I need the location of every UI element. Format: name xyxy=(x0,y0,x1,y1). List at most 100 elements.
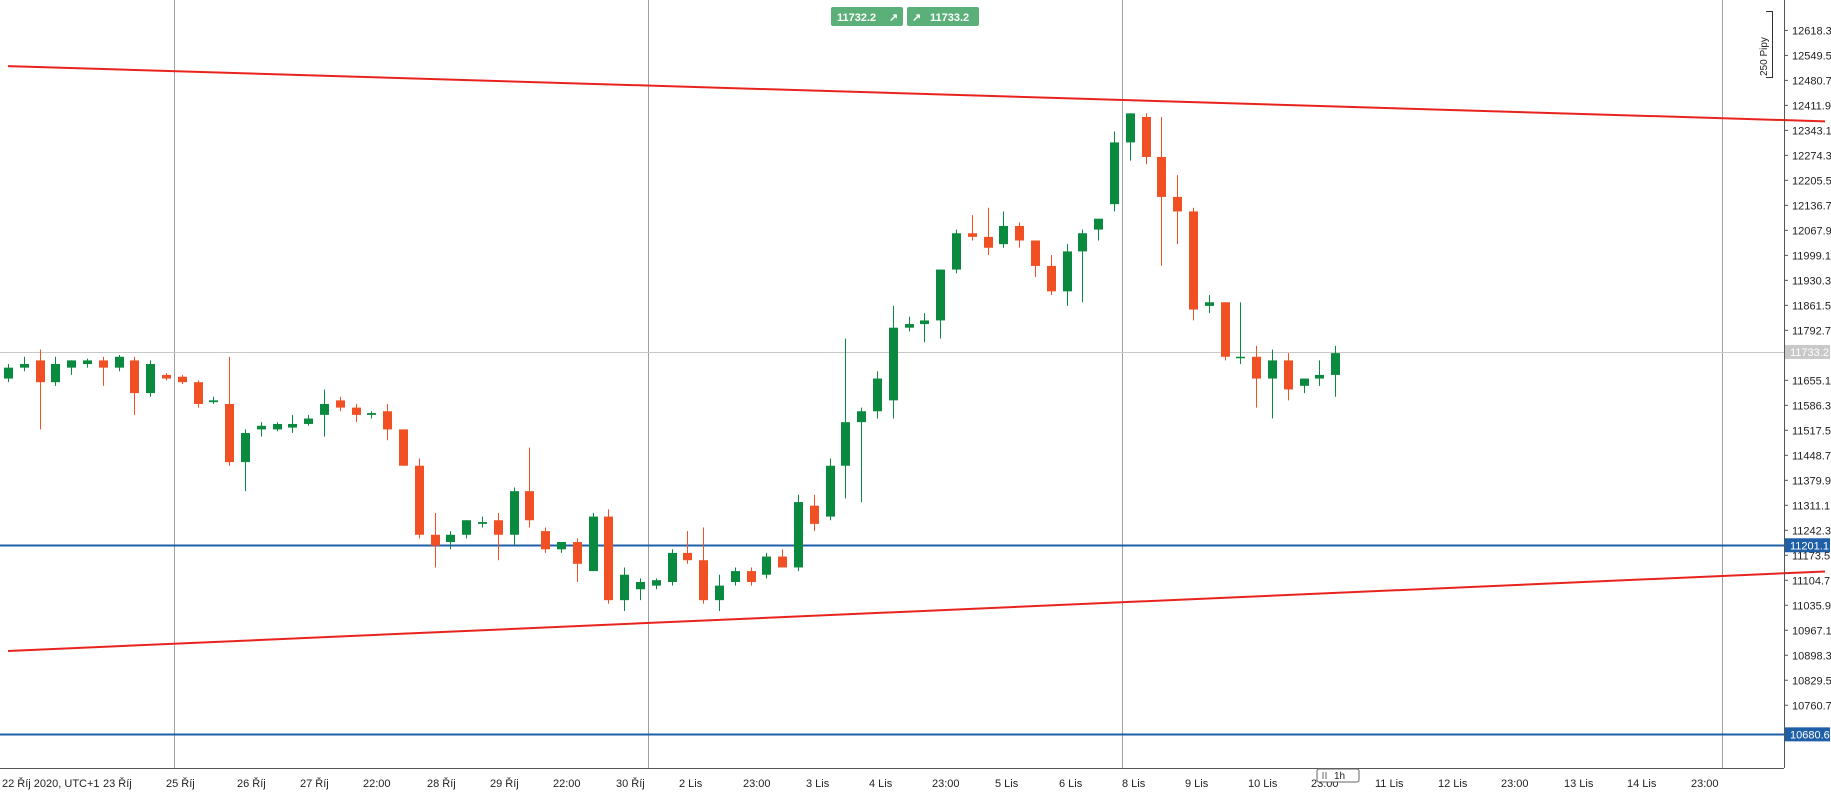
candle-down[interactable] xyxy=(1252,345,1261,408)
time-axis-label: 9 Lis xyxy=(1185,778,1209,790)
candle-up[interactable] xyxy=(889,305,898,419)
price-tick-label: 12411.9 xyxy=(1792,100,1831,112)
candle-up[interactable] xyxy=(1331,345,1340,397)
candle-down[interactable] xyxy=(383,403,392,441)
candle-down[interactable] xyxy=(1284,353,1293,401)
timeframe-selector[interactable]: 1h xyxy=(1316,768,1360,783)
price-axis[interactable]: 12618.3 12549.5 12480.7 12411.9 12343.1 12274… xyxy=(1784,0,1831,768)
candle-up[interactable] xyxy=(620,567,629,612)
candle-up[interactable] xyxy=(257,422,266,437)
candle-up[interactable] xyxy=(652,578,661,590)
candle-up[interactable] xyxy=(20,356,29,372)
candle-down[interactable] xyxy=(1142,113,1151,165)
candle-down[interactable] xyxy=(810,494,819,532)
candle-down[interactable] xyxy=(225,356,234,466)
pip-scale: 250 Pipy xyxy=(1759,11,1773,78)
candle-up[interactable] xyxy=(67,360,76,375)
candle-down[interactable] xyxy=(541,527,550,553)
candle-up[interactable] xyxy=(905,316,914,332)
candle-down[interactable] xyxy=(194,380,203,408)
candle-up[interactable] xyxy=(288,414,297,434)
candle-up[interactable] xyxy=(273,422,282,432)
candle-up[interactable] xyxy=(1063,244,1072,306)
candle-up[interactable] xyxy=(952,229,961,274)
pip-scale-label: 250 Pipy xyxy=(1759,37,1770,76)
candle-down[interactable] xyxy=(431,512,440,568)
candle-body xyxy=(873,378,882,412)
candle-down[interactable] xyxy=(1173,175,1182,245)
candle-up[interactable] xyxy=(83,358,92,368)
candle-up[interactable] xyxy=(873,371,882,419)
candle-up[interactable] xyxy=(794,494,803,572)
time-axis[interactable]: 22 Říj 2020, UTC+1 23 Říj 25 Říj 26 Říj 27 Ř… xyxy=(0,768,1784,791)
candle-down[interactable] xyxy=(494,512,503,561)
candle-up[interactable] xyxy=(1078,229,1087,303)
candle-down[interactable] xyxy=(778,549,787,568)
candle-up[interactable] xyxy=(478,516,487,528)
candle-up[interactable] xyxy=(668,549,677,586)
candle-up[interactable] xyxy=(146,360,155,397)
candle-up[interactable] xyxy=(1300,378,1309,394)
candle-down[interactable] xyxy=(352,403,361,423)
candle-down[interactable] xyxy=(399,429,408,466)
candle-down[interactable] xyxy=(415,458,424,539)
candle-down[interactable] xyxy=(1047,255,1056,295)
candle-down[interactable] xyxy=(604,509,613,604)
candle-down[interactable] xyxy=(525,447,534,528)
candle-down[interactable] xyxy=(968,215,977,241)
ask-badge[interactable]: ↗ 11733.2 xyxy=(907,7,979,26)
candle-up[interactable] xyxy=(841,338,850,499)
candle-down[interactable] xyxy=(683,531,692,564)
candle-up[interactable] xyxy=(589,512,598,572)
candle-up[interactable] xyxy=(557,542,566,553)
candle-down[interactable] xyxy=(178,374,187,384)
candle-up[interactable] xyxy=(115,354,124,372)
candle-up[interactable] xyxy=(209,396,218,404)
candle-down[interactable] xyxy=(1031,240,1040,277)
candle-up[interactable] xyxy=(936,269,945,339)
candle-body xyxy=(699,560,708,601)
lower-trendline[interactable] xyxy=(7,570,1826,653)
candle-up[interactable] xyxy=(241,429,250,492)
candle-down[interactable] xyxy=(747,567,756,586)
bid-badge[interactable]: 11732.2 ↗ xyxy=(831,7,903,26)
candle-up[interactable] xyxy=(320,389,329,437)
candle-up[interactable] xyxy=(857,407,866,503)
candle-up[interactable] xyxy=(1126,113,1135,161)
candle-up[interactable] xyxy=(462,520,471,539)
candle-down[interactable] xyxy=(162,373,171,381)
candle-up[interactable] xyxy=(1094,218,1103,241)
candle-up[interactable] xyxy=(762,552,771,579)
candle-up[interactable] xyxy=(1268,349,1277,419)
candle-up[interactable] xyxy=(731,567,740,586)
candle-up[interactable] xyxy=(1236,302,1245,365)
candle-down[interactable] xyxy=(1221,302,1230,361)
candle-down[interactable] xyxy=(99,356,108,386)
candle-up[interactable] xyxy=(715,574,724,612)
candle-up[interactable] xyxy=(826,458,835,521)
candle-down[interactable] xyxy=(36,349,45,430)
candle-up[interactable] xyxy=(304,414,313,426)
candle-down[interactable] xyxy=(1157,116,1166,266)
candle-up[interactable] xyxy=(1205,294,1214,314)
candle-up[interactable] xyxy=(51,356,60,386)
candle-down[interactable] xyxy=(573,538,582,582)
candle-up[interactable] xyxy=(510,487,519,546)
candle-up[interactable] xyxy=(636,578,645,601)
upper-trendline[interactable] xyxy=(7,65,1826,123)
candle-up[interactable] xyxy=(920,313,929,343)
candle-down[interactable] xyxy=(1015,222,1024,248)
candle-down[interactable] xyxy=(1189,207,1198,321)
candle-down[interactable] xyxy=(336,396,345,412)
candle-body xyxy=(573,542,582,564)
candle-up[interactable] xyxy=(367,411,376,419)
candle-down[interactable] xyxy=(984,207,993,256)
candle-down[interactable] xyxy=(130,356,139,415)
candle-up[interactable] xyxy=(446,531,455,550)
candle-up[interactable] xyxy=(4,364,13,383)
candle-down[interactable] xyxy=(699,527,708,604)
candle-up[interactable] xyxy=(999,211,1008,248)
candle-up[interactable] xyxy=(1110,131,1119,212)
candle-up[interactable] xyxy=(1315,360,1324,386)
